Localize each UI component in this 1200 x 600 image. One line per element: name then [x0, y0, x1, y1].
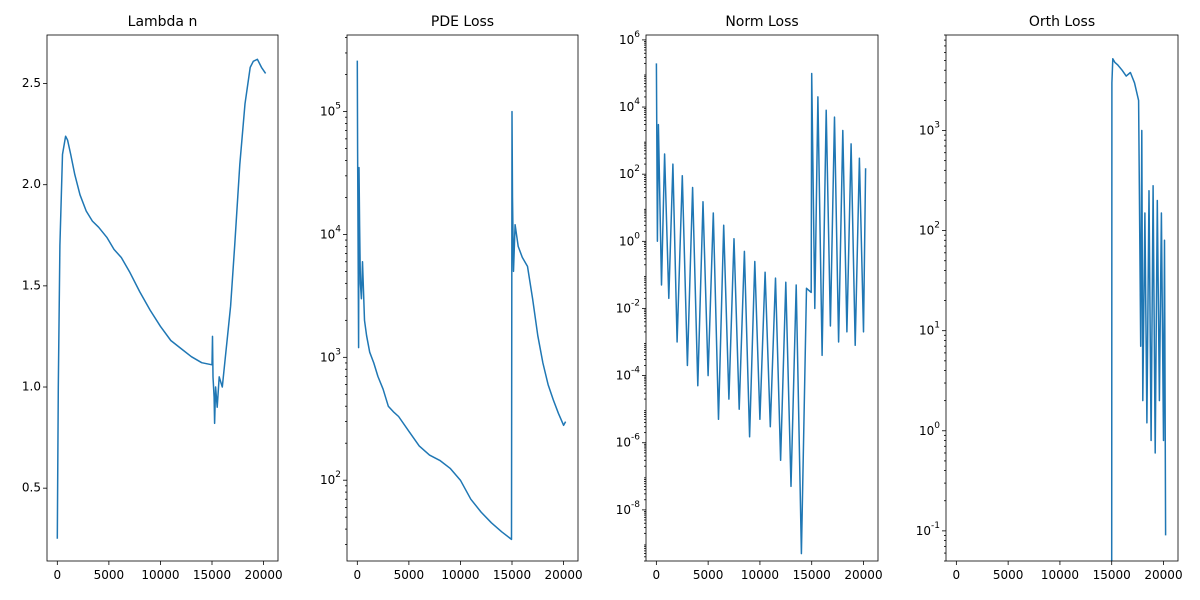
y-tick-label: 104 [320, 224, 341, 241]
y-tick-label: 100 [619, 231, 640, 248]
y-tick-label: 2.0 [22, 177, 41, 191]
chart-title: Lambda n [128, 14, 198, 30]
y-tick-label: 101 [919, 320, 940, 337]
y-tick-label: 105 [320, 101, 341, 118]
y-tick-label: 106 [619, 29, 640, 46]
x-tick-label: 15000 [493, 568, 531, 582]
x-tick-label: 20000 [544, 568, 582, 582]
x-tick-label: 10000 [741, 568, 779, 582]
axes-frame [645, 34, 879, 562]
x-tick-label: 10000 [141, 568, 179, 582]
x-tick-label: 5000 [94, 568, 125, 582]
x-tick-label: 15000 [793, 568, 831, 582]
x-tick-label: 5000 [693, 568, 724, 582]
y-tick-label: 102 [320, 470, 341, 487]
y-tick-label: 100 [919, 420, 940, 437]
y-tick-label: 102 [919, 220, 940, 237]
y-tick-label: 10-4 [616, 365, 641, 382]
panel-orth-loss: Orth Loss 0 5000 10000 15000 20000 10-1 100 101 1… [916, 14, 1183, 582]
x-tick-label: 0 [653, 568, 661, 582]
axes-frame [46, 34, 279, 562]
axes-frame [945, 34, 1179, 562]
y-tick-label: 10-6 [616, 432, 641, 449]
chart-title: Norm Loss [725, 14, 798, 30]
y-tick-label: 10-2 [616, 298, 640, 315]
chart-title: Orth Loss [1029, 14, 1095, 30]
y-tick-label: 103 [919, 120, 940, 137]
y-tick-label: 103 [320, 347, 341, 364]
x-tick-label: 0 [53, 568, 61, 582]
axes-frame [346, 34, 579, 562]
x-tick-label: 0 [953, 568, 961, 582]
x-tick-label: 10000 [441, 568, 479, 582]
x-tick-label: 5000 [993, 568, 1024, 582]
y-tick-label: 0.5 [22, 481, 41, 495]
y-tick-label: 2.5 [22, 76, 41, 90]
x-tick-label: 20000 [244, 568, 282, 582]
y-tick-label: 1.5 [22, 278, 41, 292]
panel-norm-loss: Norm Loss 0 5000 10000 15000 20000 10-8 10-6 10-… [616, 14, 883, 582]
series-line-lambda_n [56, 58, 267, 539]
x-tick-label: 0 [353, 568, 361, 582]
x-tick-label: 15000 [1093, 568, 1131, 582]
panel-lambda-n: Lambda n 0 5000 10000 15000 20000 0.5 1.0 1.5 2.0… [22, 14, 283, 582]
x-tick-label: 20000 [844, 568, 882, 582]
y-tick-label: 1.0 [22, 380, 41, 394]
series-line-norm_loss [655, 63, 867, 555]
y-tick-label: 104 [619, 97, 640, 114]
series-line-pde_loss [356, 60, 567, 541]
x-tick-label: 20000 [1144, 568, 1182, 582]
panel-pde-loss: PDE Loss 0 5000 10000 15000 20000 102 103 104 105 [320, 14, 583, 582]
x-tick-label: 15000 [193, 568, 231, 582]
y-tick-label: 10-8 [616, 499, 641, 516]
x-tick-label: 5000 [394, 568, 425, 582]
series-line-orth_loss [1110, 58, 1167, 561]
x-tick-label: 10000 [1041, 568, 1079, 582]
y-tick-label: 102 [619, 164, 640, 181]
chart-title: PDE Loss [431, 14, 494, 30]
y-tick-label: 10-1 [916, 520, 940, 537]
